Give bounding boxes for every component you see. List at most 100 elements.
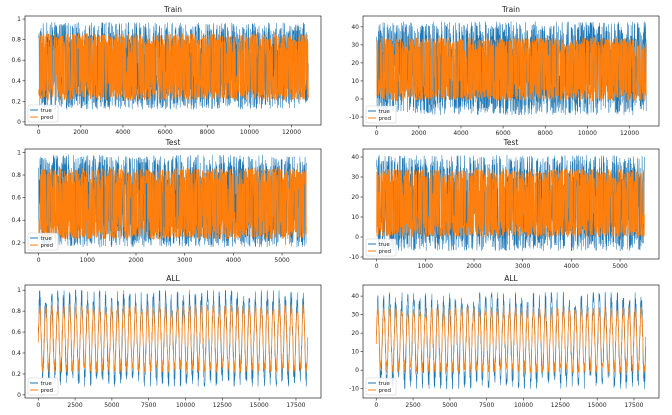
x-tick-label: 6000 <box>157 129 172 136</box>
y-tick-label: 30 <box>351 312 359 319</box>
legend-label-pred: pred <box>41 115 54 121</box>
y-tick-label: 0.8 <box>11 308 21 315</box>
legend-label-pred: pred <box>379 116 392 122</box>
legend-label-pred: pred <box>379 388 392 394</box>
x-tick-label: 12500 <box>213 402 232 409</box>
y-tick-label: -10 <box>349 114 359 121</box>
x-tick-label: 1000 <box>418 263 433 270</box>
x-tick-label: 3000 <box>515 263 530 270</box>
legend-box <box>365 238 397 257</box>
x-tick-label: 2500 <box>405 402 420 409</box>
chart-title: Test <box>503 138 519 147</box>
x-tick-label: 12000 <box>282 129 301 136</box>
y-tick-label: 40 <box>351 154 359 161</box>
x-tick-label: 4000 <box>226 257 241 264</box>
chart-title: Train <box>163 5 182 14</box>
legend-box <box>365 105 397 124</box>
plot-frame <box>362 284 660 399</box>
y-tick-label: 1 <box>17 16 21 23</box>
y-tick-label: 0.6 <box>11 57 21 64</box>
legend-label-true: true <box>379 381 391 387</box>
y-tick-label: 0 <box>17 392 21 399</box>
y-tick-label: 0.4 <box>11 217 21 224</box>
x-tick-label: 7500 <box>479 402 494 409</box>
x-tick-label: 12000 <box>620 130 639 137</box>
y-tick-label: 30 <box>351 42 359 49</box>
x-tick-label: 5000 <box>104 402 119 409</box>
x-tick-label: 4000 <box>564 263 579 270</box>
chart-panel: Test 0 1000 2000 3000 4000 5000 -10 0 10 20 30 40 tru… <box>349 138 660 270</box>
x-tick-label: 2000 <box>411 130 426 137</box>
x-tick-label: 5000 <box>274 257 289 264</box>
chart-title: ALL <box>504 274 518 283</box>
y-tick-label: 0.6 <box>11 195 21 202</box>
x-tick-label: 17500 <box>286 402 305 409</box>
x-tick-label: 0 <box>375 130 379 137</box>
series-pred-line <box>375 306 647 373</box>
x-tick-label: 17500 <box>624 402 643 409</box>
chart-panel: Test 0 1000 2000 3000 4000 5000 0.2 0.4 0.6 0.8 1 tr… <box>11 138 322 264</box>
y-tick-label: 0 <box>355 367 359 374</box>
series-pred-line <box>38 168 307 240</box>
y-tick-label: -10 <box>349 254 359 261</box>
chart-panel: ALL 0 2500 5000 7500 10000 12500 15000 17500 0 0.2… <box>11 274 322 409</box>
chart-panel: ALL 0 2500 5000 7500 10000 12500 15000 17500 -10 0… <box>349 274 660 409</box>
x-tick-label: 10000 <box>240 129 259 136</box>
legend-box <box>27 377 59 396</box>
x-tick-label: 0 <box>37 257 41 264</box>
legend-box <box>27 104 59 123</box>
x-tick-label: 7500 <box>141 402 156 409</box>
y-tick-label: 1 <box>17 149 21 156</box>
legend-label-true: true <box>41 381 53 387</box>
y-tick-label: 20 <box>351 330 359 337</box>
chart-title: ALL <box>166 274 180 283</box>
x-tick-label: 8000 <box>538 130 553 137</box>
plot-frame <box>362 148 660 260</box>
y-tick-label: 1 <box>17 287 21 294</box>
x-tick-label: 4000 <box>453 130 468 137</box>
y-tick-label: -10 <box>349 386 359 393</box>
y-tick-label: 40 <box>351 293 359 300</box>
legend-box <box>365 377 397 396</box>
plot-frame <box>24 15 322 126</box>
x-tick-label: 15000 <box>588 402 607 409</box>
y-tick-label: 10 <box>351 78 359 85</box>
x-tick-label: 1000 <box>80 257 95 264</box>
plot-frame <box>24 148 322 254</box>
x-tick-label: 2000 <box>73 129 88 136</box>
x-tick-label: 3000 <box>177 257 192 264</box>
plot-frame <box>24 284 322 399</box>
x-tick-label: 0 <box>374 402 378 409</box>
y-tick-label: 20 <box>351 194 359 201</box>
x-tick-label: 15000 <box>250 402 269 409</box>
y-tick-label: 0 <box>355 96 359 103</box>
legend-label-pred: pred <box>41 388 54 394</box>
x-tick-label: 10000 <box>578 130 597 137</box>
x-tick-label: 0 <box>375 263 379 270</box>
legend-label-true: true <box>41 236 53 242</box>
legend-label-true: true <box>379 242 391 248</box>
y-tick-label: 20 <box>351 60 359 67</box>
x-tick-label: 2500 <box>67 402 82 409</box>
plot-frame <box>362 15 660 127</box>
series-pred-line <box>38 32 309 101</box>
y-tick-label: 0.8 <box>11 37 21 44</box>
chart-panel: Train 0 2000 4000 6000 8000 10000 12000 -10 0 10 20… <box>349 5 660 137</box>
x-tick-label: 8000 <box>200 129 215 136</box>
y-tick-label: 10 <box>351 349 359 356</box>
y-tick-label: 0.2 <box>11 240 21 247</box>
legend-label-pred: pred <box>379 249 392 255</box>
x-tick-label: 2000 <box>128 257 143 264</box>
x-tick-label: 6000 <box>495 130 510 137</box>
legend-box <box>27 232 59 251</box>
y-tick-label: 0 <box>17 119 21 126</box>
x-tick-label: 5000 <box>442 402 457 409</box>
y-tick-label: 0.2 <box>11 98 21 105</box>
y-tick-label: 0.4 <box>11 350 21 357</box>
y-tick-label: 40 <box>351 24 359 31</box>
x-tick-label: 5000 <box>612 263 627 270</box>
y-tick-label: 0.6 <box>11 329 21 336</box>
x-tick-label: 4000 <box>115 129 130 136</box>
chart-panel: Train 0 2000 4000 6000 8000 10000 12000 0 0.2 0.4 0… <box>11 5 322 136</box>
x-tick-label: 10000 <box>176 402 195 409</box>
